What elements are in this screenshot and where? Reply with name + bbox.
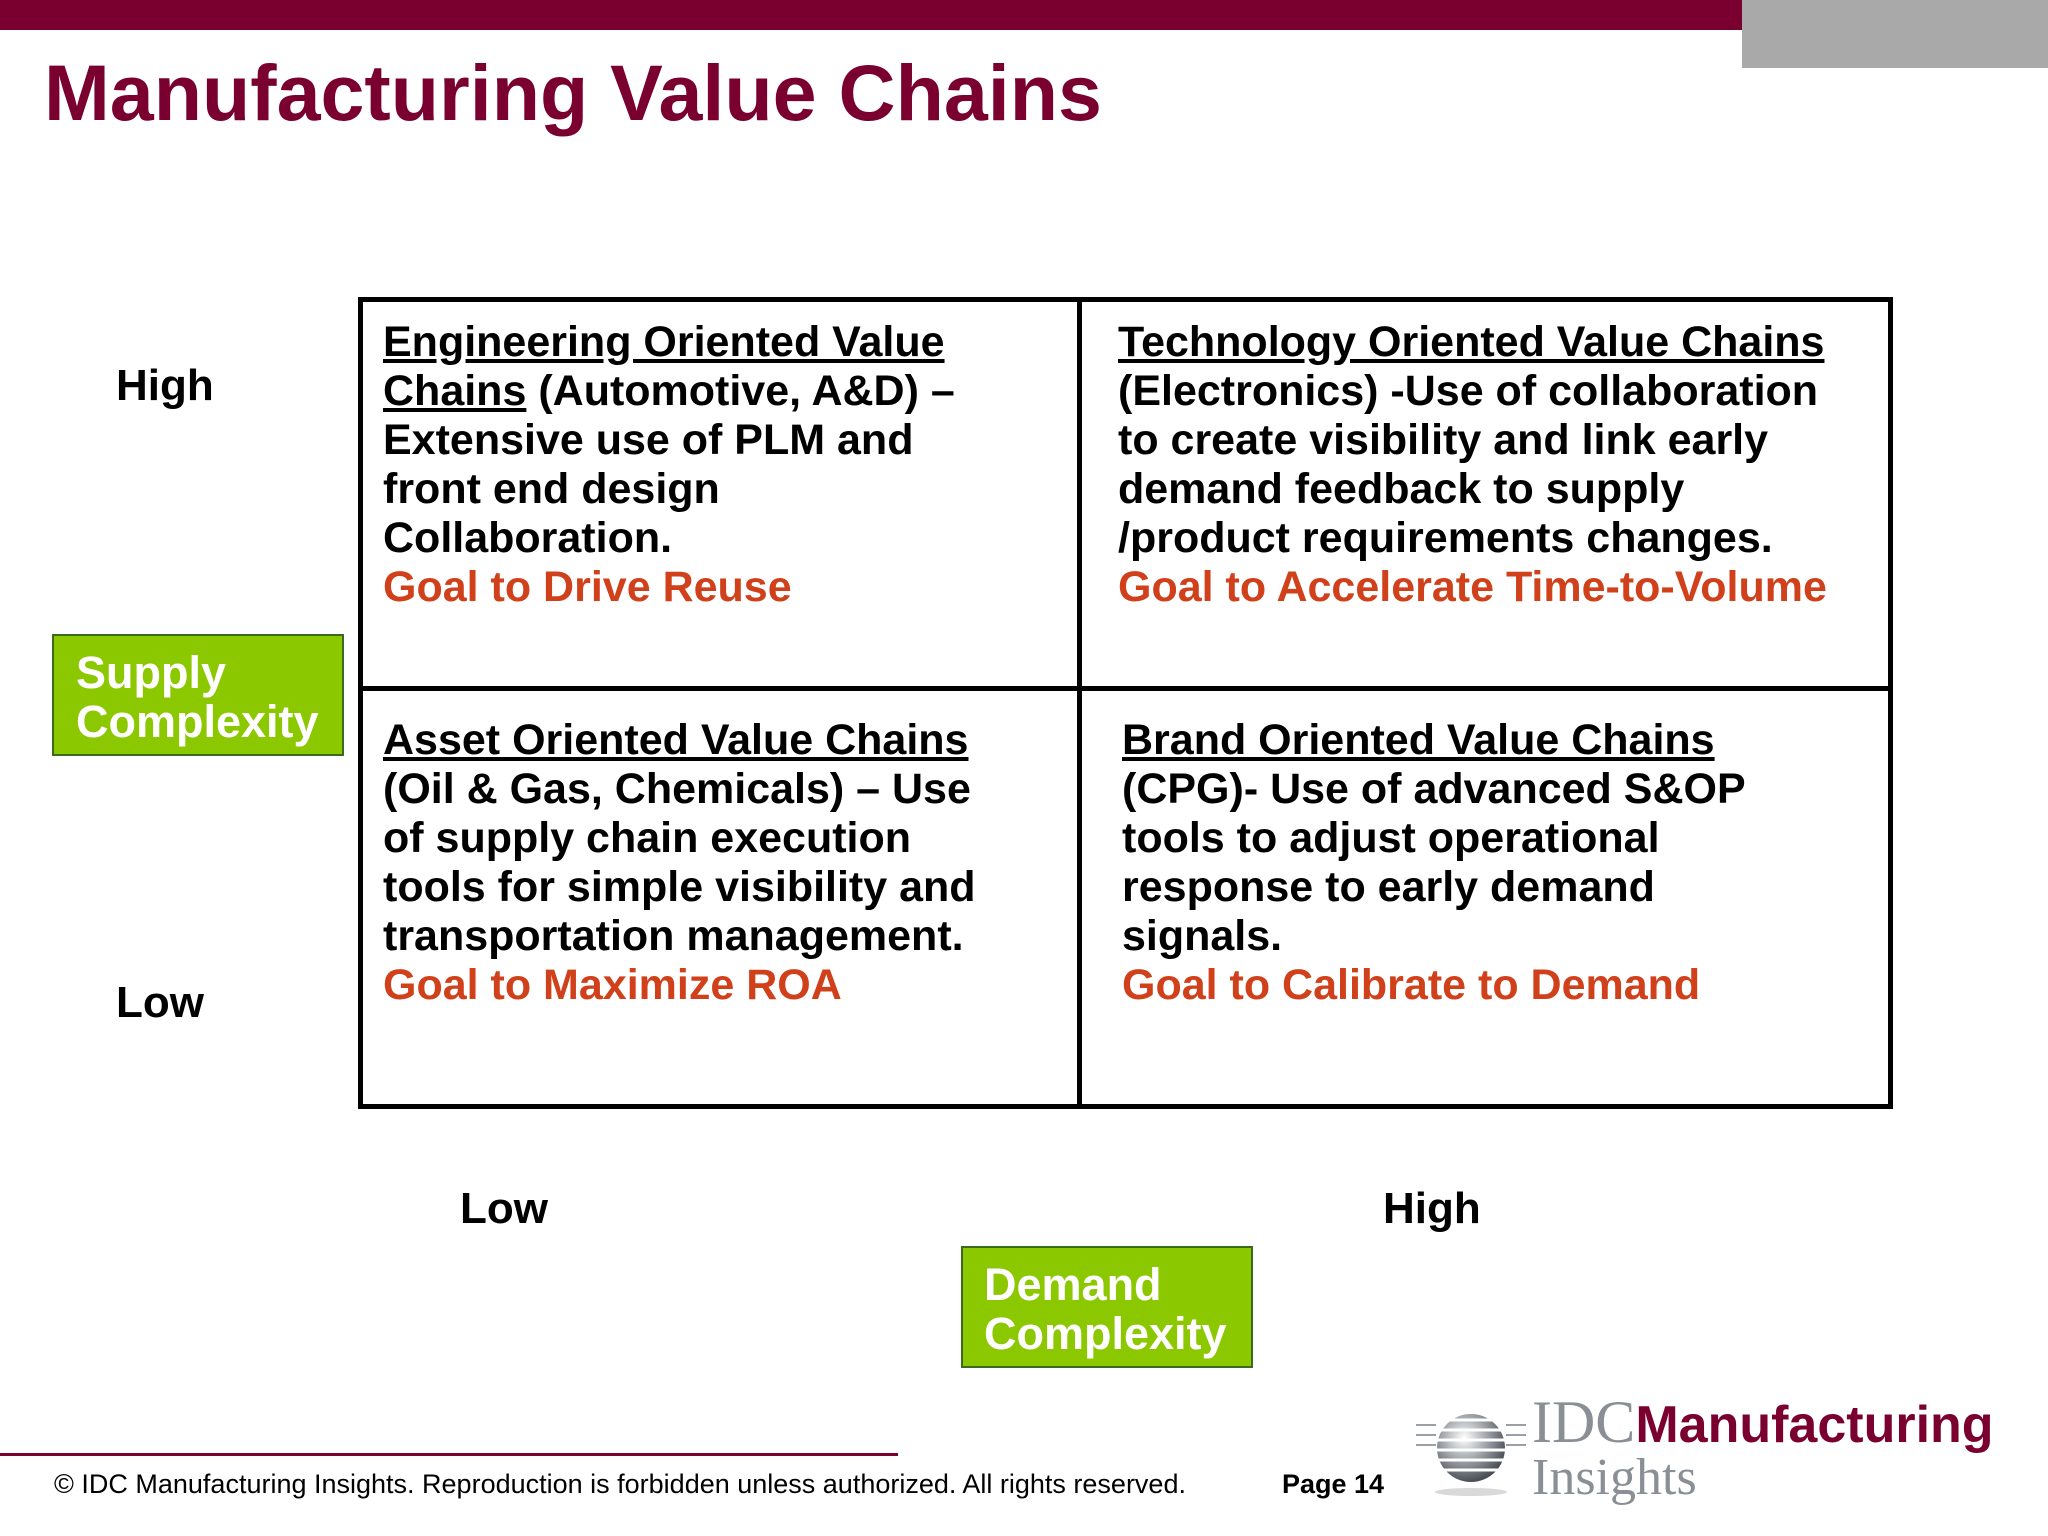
quadrant-engineering-line5: Collaboration.: [383, 514, 673, 562]
footer-rule: [0, 1453, 898, 1456]
quadrant-asset-line5: transportation management.: [383, 912, 964, 960]
copyright-notice: © IDC Manufacturing Insights. Reproducti…: [54, 1469, 1186, 1499]
quadrant-engineering-heading-line1: Engineering Oriented Value: [383, 318, 945, 366]
quadrant-brand-line3: tools to adjust operational: [1122, 814, 1660, 862]
logo-wordmark: IDCManufacturing: [1532, 1392, 1994, 1452]
quadrant-brand-goal: Goal to Calibrate to Demand: [1122, 961, 1701, 1009]
demand-complexity-line2: Complexity: [984, 1308, 1227, 1359]
quadrant-asset: Asset Oriented Value Chains (Oil & Gas, …: [383, 716, 976, 1010]
page-number: Page 14: [1282, 1469, 1385, 1499]
idc-logo: IDCManufacturing Insights: [1416, 1392, 1994, 1512]
quadrant-brand-line5: signals.: [1122, 912, 1283, 960]
quadrant-asset-line4: tools for simple visibility and: [383, 863, 976, 911]
matrix-vertical-divider: [1077, 302, 1082, 1104]
supply-complexity-line1: Supply: [76, 647, 227, 698]
quadrant-technology-line5: /product requirements changes.: [1118, 514, 1773, 562]
x-axis-low-label: Low: [460, 1184, 548, 1233]
quadrant-engineering: Engineering Oriented Value Chains (Autom…: [383, 318, 955, 612]
quadrant-brand-line2: (CPG)- Use of advanced S&OP: [1122, 765, 1746, 813]
logo-manufacturing-text: Manufacturing: [1635, 1396, 1994, 1454]
y-axis-low-label: Low: [116, 978, 204, 1027]
demand-complexity-line1: Demand: [984, 1259, 1162, 1310]
quadrant-asset-line2: (Oil & Gas, Chemicals) – Use: [383, 765, 971, 813]
y-axis-high-label: High: [116, 361, 214, 410]
supply-complexity-line2: Complexity: [76, 696, 319, 747]
quadrant-technology-heading: Technology Oriented Value Chains: [1118, 318, 1825, 366]
quadrant-asset-goal: Goal to Maximize ROA: [383, 961, 842, 1009]
quadrant-technology-line2: (Electronics) -Use of collaboration: [1118, 367, 1819, 415]
quadrant-asset-heading: Asset Oriented Value Chains: [383, 716, 969, 764]
logo-idc-text: IDC: [1532, 1389, 1636, 1455]
quadrant-technology: Technology Oriented Value Chains (Electr…: [1118, 318, 1827, 612]
logo-insights-text: Insights: [1532, 1449, 1697, 1506]
quadrant-engineering-line2: (Automotive, A&D) –: [526, 367, 955, 415]
slide-title: Manufacturing Value Chains: [44, 48, 1102, 137]
quadrant-technology-goal: Goal to Accelerate Time-to-Volume: [1118, 563, 1827, 611]
quadrant-technology-line3: to create visibility and link early: [1118, 416, 1769, 464]
quadrant-brand-heading: Brand Oriented Value Chains: [1122, 716, 1715, 764]
supply-complexity-box: Supply Complexity: [52, 634, 344, 756]
quadrant-brand: Brand Oriented Value Chains (CPG)- Use o…: [1122, 716, 1746, 1010]
quadrant-engineering-goal: Goal to Drive Reuse: [383, 563, 792, 611]
value-chain-matrix: Engineering Oriented Value Chains (Autom…: [358, 297, 1893, 1109]
globe-logo-icon: [1416, 1414, 1526, 1496]
quadrant-asset-line3: of supply chain execution: [383, 814, 912, 862]
quadrant-engineering-line4: front end design: [383, 465, 720, 513]
quadrant-brand-line4: response to early demand: [1122, 863, 1655, 911]
matrix-horizontal-divider: [363, 686, 1888, 691]
x-axis-high-label: High: [1383, 1184, 1481, 1233]
quadrant-engineering-heading-line2: Chains: [383, 367, 527, 415]
quadrant-technology-line4: demand feedback to supply: [1118, 465, 1685, 513]
demand-complexity-box: Demand Complexity: [961, 1246, 1253, 1368]
top-accent-bar: [0, 0, 1742, 30]
quadrant-engineering-line3: Extensive use of PLM and: [383, 416, 914, 464]
top-corner-block: [1742, 0, 2048, 68]
